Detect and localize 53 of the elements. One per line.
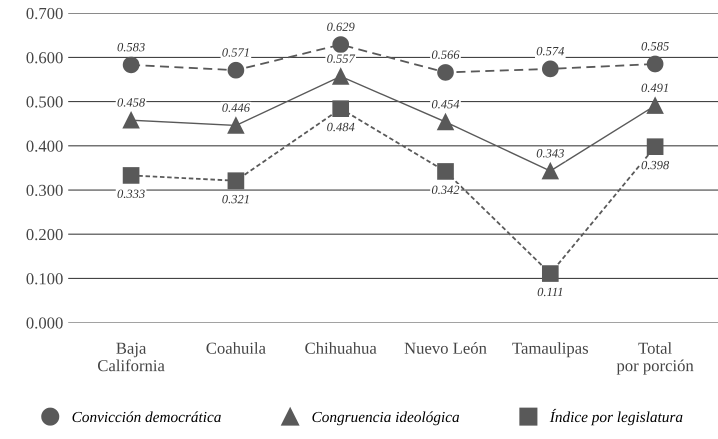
data-label: 0.454 xyxy=(432,100,460,108)
point xyxy=(332,100,350,118)
data-label: 0.629 xyxy=(327,22,355,32)
data-label: 0.484 xyxy=(327,122,354,132)
y-tick-label: 0.200 xyxy=(26,228,63,240)
point xyxy=(332,36,350,53)
point xyxy=(542,60,559,78)
data-label: 0.321 xyxy=(222,194,249,204)
point xyxy=(122,167,140,184)
x-tick-label: Baja California xyxy=(98,342,165,372)
x-tick-label: Total por porción xyxy=(616,342,694,375)
point xyxy=(228,117,244,134)
data-label: 0.574 xyxy=(536,46,564,56)
y-tick-label: 0.000 xyxy=(26,317,63,329)
y-tick-label: 0.400 xyxy=(26,140,63,152)
y-tick-label: 0.300 xyxy=(26,184,63,196)
data-label: 0.343 xyxy=(536,149,564,158)
legend-label: Convicción democrática xyxy=(72,411,221,422)
point xyxy=(646,138,664,156)
data-label: 0.458 xyxy=(118,98,146,107)
data-label: 0.342 xyxy=(432,186,460,194)
data-label: 0.566 xyxy=(432,50,460,59)
y-tick-label: 0.600 xyxy=(26,52,63,64)
point xyxy=(228,172,244,190)
data-label: 0.583 xyxy=(118,42,145,52)
point xyxy=(542,265,559,282)
x-tick-label: Coahuila xyxy=(206,342,266,354)
point xyxy=(437,114,454,130)
legend-label: Congruencia ideológica xyxy=(312,411,460,426)
data-label: 0.571 xyxy=(222,48,249,57)
data-label: 0.585 xyxy=(642,42,669,51)
data-label: 0.333 xyxy=(118,190,145,198)
point xyxy=(122,112,140,128)
data-label: 0.398 xyxy=(642,160,670,170)
data-label: 0.111 xyxy=(538,288,562,296)
x-tick-label: Tamaulipas xyxy=(512,342,588,358)
data-label: 0.557 xyxy=(327,54,356,63)
point xyxy=(646,97,664,114)
y-tick-label: 0.500 xyxy=(26,96,63,108)
data-label: 0.491 xyxy=(642,84,668,92)
point xyxy=(122,56,140,74)
legend-label: Índice por legislatura xyxy=(550,408,682,426)
x-tick-label: Chihuahua xyxy=(305,342,377,354)
point xyxy=(228,62,244,79)
y-tick-label: 0.700 xyxy=(26,8,63,20)
point xyxy=(332,68,350,85)
point xyxy=(646,56,664,72)
point xyxy=(437,64,454,81)
point xyxy=(437,163,454,180)
x-tick-label: Nuevo León xyxy=(404,342,487,354)
data-label: 0.446 xyxy=(222,104,250,112)
y-tick-label: 0.100 xyxy=(26,273,63,284)
point xyxy=(542,162,559,180)
